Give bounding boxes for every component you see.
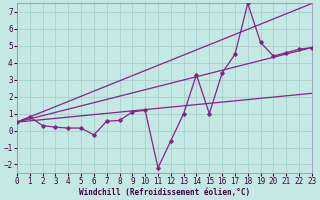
- X-axis label: Windchill (Refroidissement éolien,°C): Windchill (Refroidissement éolien,°C): [79, 188, 250, 197]
